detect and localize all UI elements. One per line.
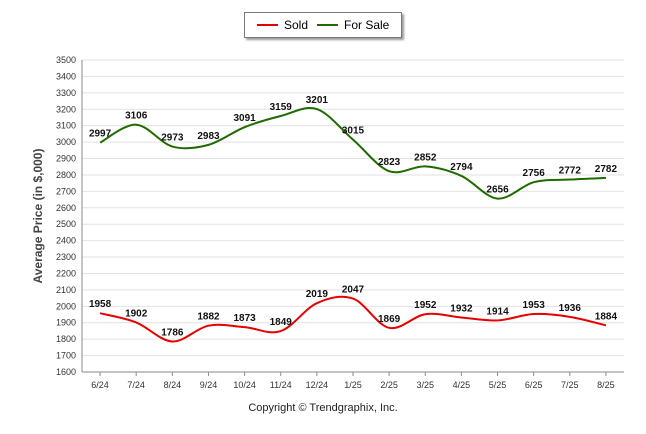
data-label-sold: 1849 [270,317,293,328]
data-label-for-sale: 3201 [306,95,329,106]
data-label-for-sale: 2794 [450,162,473,173]
legend-swatch-sold [257,23,278,26]
y-tick-label: 2300 [56,252,76,262]
legend-item-sold[interactable]: Sold [257,18,308,32]
data-label-sold: 1914 [486,306,509,317]
data-label-for-sale: 2997 [89,129,112,140]
y-tick-label: 3500 [56,55,76,65]
x-tick-label: 1/25 [344,380,362,390]
y-tick-label: 2100 [56,285,76,295]
data-label-sold: 2047 [342,285,365,296]
y-tick-label: 3300 [56,88,76,98]
y-tick-label: 3000 [56,137,76,147]
data-label-for-sale: 2983 [197,131,220,142]
data-label-sold: 1882 [197,312,220,323]
data-label-sold: 1936 [559,303,582,314]
data-label-sold: 1869 [378,314,401,325]
data-label-for-sale: 2772 [559,166,582,177]
x-tick-label: 4/25 [453,380,471,390]
data-label-sold: 1932 [450,303,473,314]
y-tick-label: 2400 [56,236,76,246]
y-tick-label: 3100 [56,121,76,131]
chart-legend: Sold For Sale [244,12,402,38]
data-label-for-sale: 2852 [414,152,437,163]
x-tick-label: 5/25 [489,380,507,390]
y-axis-title: Average Price (in $,000) [31,149,45,284]
data-label-for-sale: 3106 [125,111,148,122]
legend-label-sold: Sold [284,18,309,32]
data-label-for-sale: 2823 [378,157,401,168]
data-label-for-sale: 3015 [342,126,365,137]
y-tick-label: 2700 [56,186,76,196]
x-tick-label: 9/24 [200,380,218,390]
x-tick-label: 8/24 [164,380,182,390]
copyright-footer: Copyright © Trendgraphix, Inc. [248,402,398,414]
data-label-for-sale: 2973 [161,133,184,144]
y-tick-label: 2200 [56,268,76,278]
y-tick-label: 2600 [56,203,76,213]
data-label-sold: 1953 [523,300,546,311]
y-tick-label: 3400 [56,71,76,81]
data-label-for-sale: 3159 [270,102,293,113]
data-label-for-sale: 2782 [595,164,618,175]
series-line-for-sale [99,107,606,200]
x-tick-label: 7/25 [561,380,579,390]
data-label-for-sale: 2656 [486,185,509,196]
legend-item-for-sale[interactable]: For Sale [317,18,389,32]
x-tick-label: 7/24 [127,380,145,390]
data-label-sold: 1952 [414,300,437,311]
y-tick-label: 2000 [56,301,76,311]
data-label-for-sale: 2756 [523,168,546,179]
x-tick-label: 11/24 [270,380,292,390]
y-tick-label: 3200 [56,104,76,114]
y-tick-label: 1800 [56,334,76,344]
y-tick-label: 2800 [56,170,76,180]
data-label-for-sale: 3091 [233,113,256,124]
legend-swatch-for-sale [317,23,338,26]
data-label-sold: 1786 [161,327,184,338]
data-label-sold: 1884 [595,311,618,322]
series-line-sold [99,295,607,343]
y-tick-label: 1900 [56,318,76,328]
x-tick-label: 12/24 [306,380,329,390]
x-tick-label: 6/25 [525,380,543,390]
y-tick-label: 1700 [56,351,76,361]
x-tick-label: 10/24 [233,380,256,390]
x-tick-label: 2/25 [380,380,398,390]
data-label-sold: 1902 [125,308,148,319]
x-tick-label: 6/24 [91,380,109,390]
data-label-sold: 1958 [89,299,112,310]
legend-label-for-sale: For Sale [344,18,390,32]
y-tick-label: 2500 [56,219,76,229]
x-tick-label: 3/25 [417,380,435,390]
data-label-sold: 1873 [233,313,256,324]
y-tick-label: 1600 [56,367,76,377]
x-tick-label: 8/25 [597,380,615,390]
data-label-sold: 2019 [306,289,329,300]
y-tick-label: 2900 [56,154,76,164]
